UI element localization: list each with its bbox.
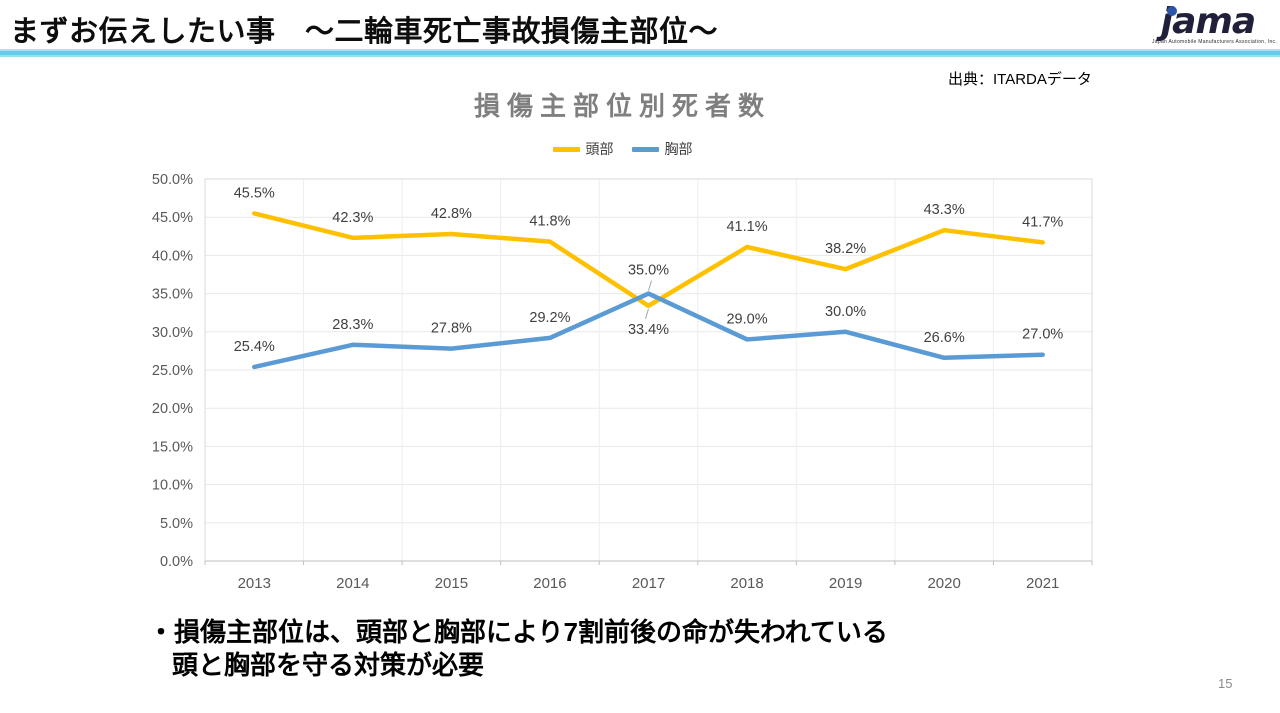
series-line-頭部	[252, 211, 1045, 309]
data-label-頭部: 41.8%	[529, 214, 570, 230]
data-label-頭部: 43.3%	[924, 202, 965, 218]
y-tick-label: 15.0%	[152, 439, 193, 455]
y-tick-label: 20.0%	[152, 401, 193, 417]
data-label-胸部: 35.0%	[628, 263, 669, 279]
data-label-頭部: 33.4%	[628, 322, 669, 338]
x-tick-label: 2014	[336, 575, 369, 592]
x-tick-label: 2016	[533, 575, 566, 592]
label-leader-line	[645, 308, 649, 319]
jama-logo-dot-icon	[1166, 6, 1177, 16]
y-tick-label: 0.0%	[160, 554, 193, 570]
x-tick-label: 2013	[238, 575, 271, 592]
series-line-胸部	[252, 291, 1045, 370]
summary-note-line-1: ・損傷主部位は、頭部と胸部により7割前後の命が失われている	[148, 617, 888, 647]
data-label-頭部: 41.7%	[1022, 214, 1063, 230]
x-tick-label: 2020	[927, 575, 960, 592]
legend-swatch-icon	[631, 146, 659, 152]
data-label-胸部: 29.2%	[529, 310, 570, 326]
x-tick-label: 2015	[435, 575, 468, 592]
data-label-胸部: 28.3%	[332, 317, 373, 333]
header-divider-bar	[0, 49, 1280, 57]
y-tick-label: 25.0%	[152, 363, 193, 379]
y-tick-label: 50.0%	[152, 172, 193, 188]
jama-logo-word: jama	[1160, 1, 1256, 42]
y-tick-label: 40.0%	[152, 248, 193, 264]
y-tick-label: 10.0%	[152, 478, 193, 494]
y-tick-label: 45.0%	[152, 210, 193, 226]
page-number: 15	[1218, 676, 1233, 691]
legend-item-胸部: 胸部	[631, 139, 693, 159]
y-tick-label: 35.0%	[152, 287, 193, 303]
legend-swatch-icon	[552, 146, 580, 152]
data-label-胸部: 27.0%	[1022, 327, 1063, 343]
legend-item-頭部: 頭部	[552, 139, 614, 159]
summary-notes: ・損傷主部位は、頭部と胸部により7割前後の命が失われている 頭と胸部を守る対策が…	[148, 616, 888, 682]
summary-note-line-2: 頭と胸部を守る対策が必要	[172, 650, 485, 680]
legend-label: 頭部	[585, 141, 614, 157]
page-title: まずお伝えしたい事 ～二輪車死亡事故損傷主部位～	[10, 16, 719, 48]
data-source-note: 出典：ITARDAデータ	[948, 71, 1092, 88]
data-label-胸部: 27.8%	[431, 321, 472, 337]
data-label-胸部: 29.0%	[726, 311, 767, 327]
y-tick-label: 30.0%	[152, 325, 193, 341]
jama-logo-subtext: Japan Automobile Manufacturers Associati…	[1152, 39, 1278, 45]
x-tick-label: 2019	[829, 575, 862, 592]
x-tick-label: 2018	[730, 575, 763, 592]
x-tick-label: 2021	[1026, 575, 1059, 592]
data-label-胸部: 26.6%	[924, 330, 965, 346]
chart-title: 損傷主部位別死者数	[473, 91, 771, 121]
jama-logo: jama Japan Automobile Manufacturers Asso…	[1152, 1, 1278, 46]
data-label-胸部: 30.0%	[825, 304, 866, 320]
data-label-頭部: 42.3%	[332, 210, 373, 226]
data-label-頭部: 38.2%	[825, 241, 866, 257]
y-tick-label: 5.0%	[160, 516, 193, 532]
legend-label: 胸部	[664, 141, 693, 157]
x-tick-label: 2017	[632, 575, 665, 592]
data-label-頭部: 41.1%	[726, 219, 767, 235]
chart-legend: 頭部 胸部	[150, 139, 1095, 159]
data-label-胸部: 25.4%	[234, 339, 275, 355]
label-leader-line	[648, 280, 652, 291]
data-label-頭部: 42.8%	[431, 206, 472, 222]
data-label-頭部: 45.5%	[234, 185, 275, 201]
